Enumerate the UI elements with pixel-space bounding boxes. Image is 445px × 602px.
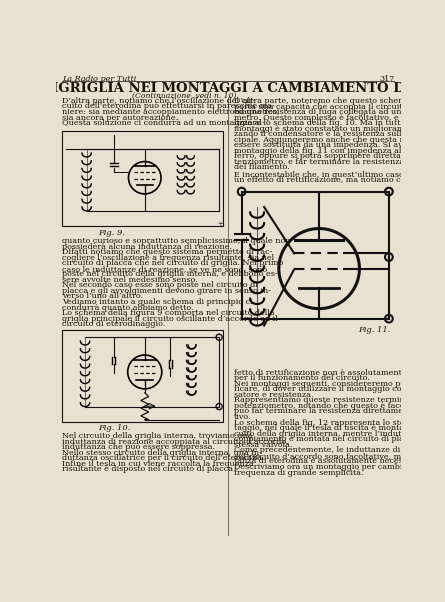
Text: (Continuazione, vedi n. 10).: (Continuazione, vedi n. 10). (132, 92, 239, 99)
Text: Fig. 11.: Fig. 11. (358, 326, 390, 334)
Text: essere sostituita da una impedenza. Si avrà allora il: essere sostituita da una impedenza. Si a… (234, 141, 445, 149)
Text: sul circuito d’accordo sono facoltative, mentre l’indut-: sul circuito d’accordo sono facoltative,… (234, 452, 445, 460)
Text: Nello stesso circuito della griglia interna, una in-: Nello stesso circuito della griglia inte… (62, 448, 262, 456)
Text: satore e resistenza.: satore e resistenza. (234, 391, 313, 399)
Text: zando il condensatore e la resistenza sulla griglia prin-: zando il condensatore e la resistenza su… (234, 130, 445, 138)
Text: ferro, oppure si potrà sopprimere direttamente il po-: ferro, oppure si potrà sopprimere dirett… (234, 152, 445, 160)
Text: sia ancora per autoreazione.: sia ancora per autoreazione. (62, 114, 178, 122)
Text: Questa soluzione ci condurrà ad un montaggio al-: Questa soluzione ci condurrà ad un monta… (62, 119, 264, 127)
Text: poste nel circuito della griglia interna, e debbono es-: poste nel circuito della griglia interna… (62, 270, 277, 278)
Text: frequenza di grande semplicità.: frequenza di grande semplicità. (234, 468, 364, 477)
Text: del filamento.: del filamento. (234, 163, 290, 172)
Text: tenziometro, e far terminare la resistenza al positivo: tenziometro, e far terminare la resisten… (234, 158, 445, 166)
Bar (62, 329, 223, 422)
Text: La Radio per Tutti: La Radio per Tutti (62, 75, 136, 83)
Text: possiedèrà alcuna induttanza di reazione.: possiedèrà alcuna induttanza di reazione… (62, 243, 232, 250)
Text: niere: sia mediante accoppiamento elettromagnetico,: niere: sia mediante accoppiamento elettr… (62, 108, 279, 116)
Text: può far terminare la resistenza direttamente al posi-: può far terminare la resistenza direttam… (234, 408, 445, 415)
Text: quanto curioso e soprattutto semplicissimo, il quale non: quanto curioso e soprattutto semplicissi… (62, 237, 290, 245)
Text: Nel circuito della griglia interna, troviamo una: Nel circuito della griglia interna, trov… (62, 432, 252, 440)
Text: fetto di rettificazione non è assolutamente necessario: fetto di rettificazione non è assolutame… (234, 368, 445, 377)
Text: D’altra parte, notiamo che l’oscillazione del cir-: D’altra parte, notiamo che l’oscillazion… (62, 97, 255, 105)
Text: stessa valvola.: stessa valvola. (234, 441, 292, 448)
Text: coppiamento è montata nel circuito di placca della: coppiamento è montata nel circuito di pl… (234, 435, 440, 443)
Text: Descriviamo ora un montaggio per cambiamento di: Descriviamo ora un montaggio per cambiam… (234, 463, 443, 471)
Text: cipale. Aggiungeremo anche che questa resistenza può: cipale. Aggiungeremo anche che questa re… (234, 135, 445, 144)
Text: tanza di eterodina è assolutamente necessaria.: tanza di eterodina è assolutamente neces… (234, 458, 425, 465)
Text: LA VALVOLA BIGRIGLIA NEI MONTAGGI A CAMBIAMENTO DI FREQUENZA: LA VALVOLA BIGRIGLIA NEI MONTAGGI A CAMB… (0, 82, 445, 95)
Text: D’altra parte, noteremo che questo schema com-: D’altra parte, noteremo che questo schem… (234, 97, 433, 105)
Text: Difatti notiamo che questo sistema permette di rac-: Difatti notiamo che questo sistema perme… (62, 248, 272, 256)
Text: E incontestabile che, in quest’ultimo caso, si avrà: E incontestabile che, in quest’ultimo ca… (234, 170, 436, 179)
Text: Vediamo intanto a quale schema di principio ci: Vediamo intanto a quale schema di princi… (62, 298, 253, 306)
Text: lizzare lo schema della fig. 10. Ma in tutti questi: lizzare lo schema della fig. 10. Ma in t… (234, 119, 431, 127)
Text: caso le induttanze di reazione, se ve ne sono, sono: caso le induttanze di reazione, se ve ne… (62, 265, 267, 273)
Text: potenziometro, notando che questo è facoltativo e si: potenziometro, notando che questo è faco… (234, 402, 445, 410)
Text: un effetto di rettificazione, ma notiamo che questo ef-: un effetto di rettificazione, ma notiamo… (234, 176, 445, 184)
Text: Fig. 9.: Fig. 9. (98, 229, 125, 237)
Text: placca e gli avvolgimenti devono girare in senso in-: placca e gli avvolgimenti devono girare … (62, 287, 271, 295)
Text: +.: +. (217, 220, 225, 228)
Text: induttanza che può essere soppressa.: induttanza che può essere soppressa. (62, 443, 215, 451)
Text: risultante è disposto nel circuito di placca.: risultante è disposto nel circuito di pl… (62, 465, 235, 473)
Text: Nel secondo caso esse sono poste nel circuito di: Nel secondo caso esse sono poste nel cir… (62, 281, 258, 290)
Text: griglia principale il circuito oscillante d’accordo ed il: griglia principale il circuito oscillant… (62, 315, 277, 323)
Text: duttanza oscillatrice per il circuito dell’eterodina.: duttanza oscillatrice per il circuito de… (62, 454, 264, 462)
Text: sere avvolte nel medesimo senso.: sere avvolte nel medesimo senso. (62, 276, 198, 284)
Text: Come precedentemente, le induttanze di reazione: Come precedentemente, le induttanze di r… (234, 446, 437, 455)
Text: Fig. 10.: Fig. 10. (98, 424, 131, 432)
Text: per il funzionamento del circuito.: per il funzionamento del circuito. (234, 374, 370, 382)
Text: montaggi è stato constatato un miglioramento utiliz-: montaggi è stato constatato un miglioram… (234, 125, 445, 132)
Bar (62, 131, 223, 226)
Text: taggio, nel quale il tesla di uscita è montato nel cir-: taggio, nel quale il tesla di uscita è m… (234, 424, 443, 432)
Text: circuito di eterodinaggio.: circuito di eterodinaggio. (62, 320, 165, 328)
Text: condurrà quanto abbiamo detto.: condurrà quanto abbiamo detto. (62, 303, 193, 312)
Text: cogliere l’oscillazione a frequenza risultante, sia nel: cogliere l’oscillazione a frequenza risu… (62, 253, 274, 262)
Text: tivo.: tivo. (234, 413, 251, 421)
Text: metro. Questo complesso è facoltativo, e si può uti-: metro. Questo complesso è facoltativo, e… (234, 114, 442, 122)
Text: Nei montaggi seguenti, considereremo per sempli-: Nei montaggi seguenti, considereremo per… (234, 380, 441, 388)
Text: Lo schema della figura 9 comporta nel circuito della: Lo schema della figura 9 comporta nel ci… (62, 309, 274, 317)
Text: 317: 317 (379, 75, 394, 83)
Text: induttanza di reazione accoppiata al circuito d’accordo,: induttanza di reazione accoppiata al cir… (62, 438, 288, 445)
Text: ed una resistenza di fuga collegata ad un potenzio-: ed una resistenza di fuga collegata ad u… (234, 108, 441, 116)
Text: cuito dell’eterodina può effettuarsi in parecchie ma-: cuito dell’eterodina può effettuarsi in … (62, 102, 275, 110)
Text: verso l’uno all’altro.: verso l’uno all’altro. (62, 293, 143, 300)
Text: Infine il tesla in cui viene raccolta la frequenza: Infine il tesla in cui viene raccolta la… (62, 460, 254, 468)
Text: circuito di placca che nel circuito di griglia. Nel primo: circuito di placca che nel circuito di g… (62, 259, 283, 267)
Text: Lo schema della fig. 12 rappresenta lo stesso mon-: Lo schema della fig. 12 rappresenta lo s… (234, 418, 441, 427)
Text: montaggio della fig. 11 con impedenza al nucleo di: montaggio della fig. 11 con impedenza al… (234, 147, 441, 155)
Text: cuito della griglia interna, mentre l’induttanza di ac-: cuito della griglia interna, mentre l’in… (234, 430, 445, 438)
Text: ficare, di dover utilizzare il montaggio con conden-: ficare, di dover utilizzare il montaggio… (234, 385, 441, 393)
Text: porta una capacità che accoppia il circuito di griglia: porta una capacità che accoppia il circu… (234, 102, 445, 111)
Text: Rappresentiamo queste resistenze terminanti a un: Rappresentiamo queste resistenze termina… (234, 396, 441, 405)
